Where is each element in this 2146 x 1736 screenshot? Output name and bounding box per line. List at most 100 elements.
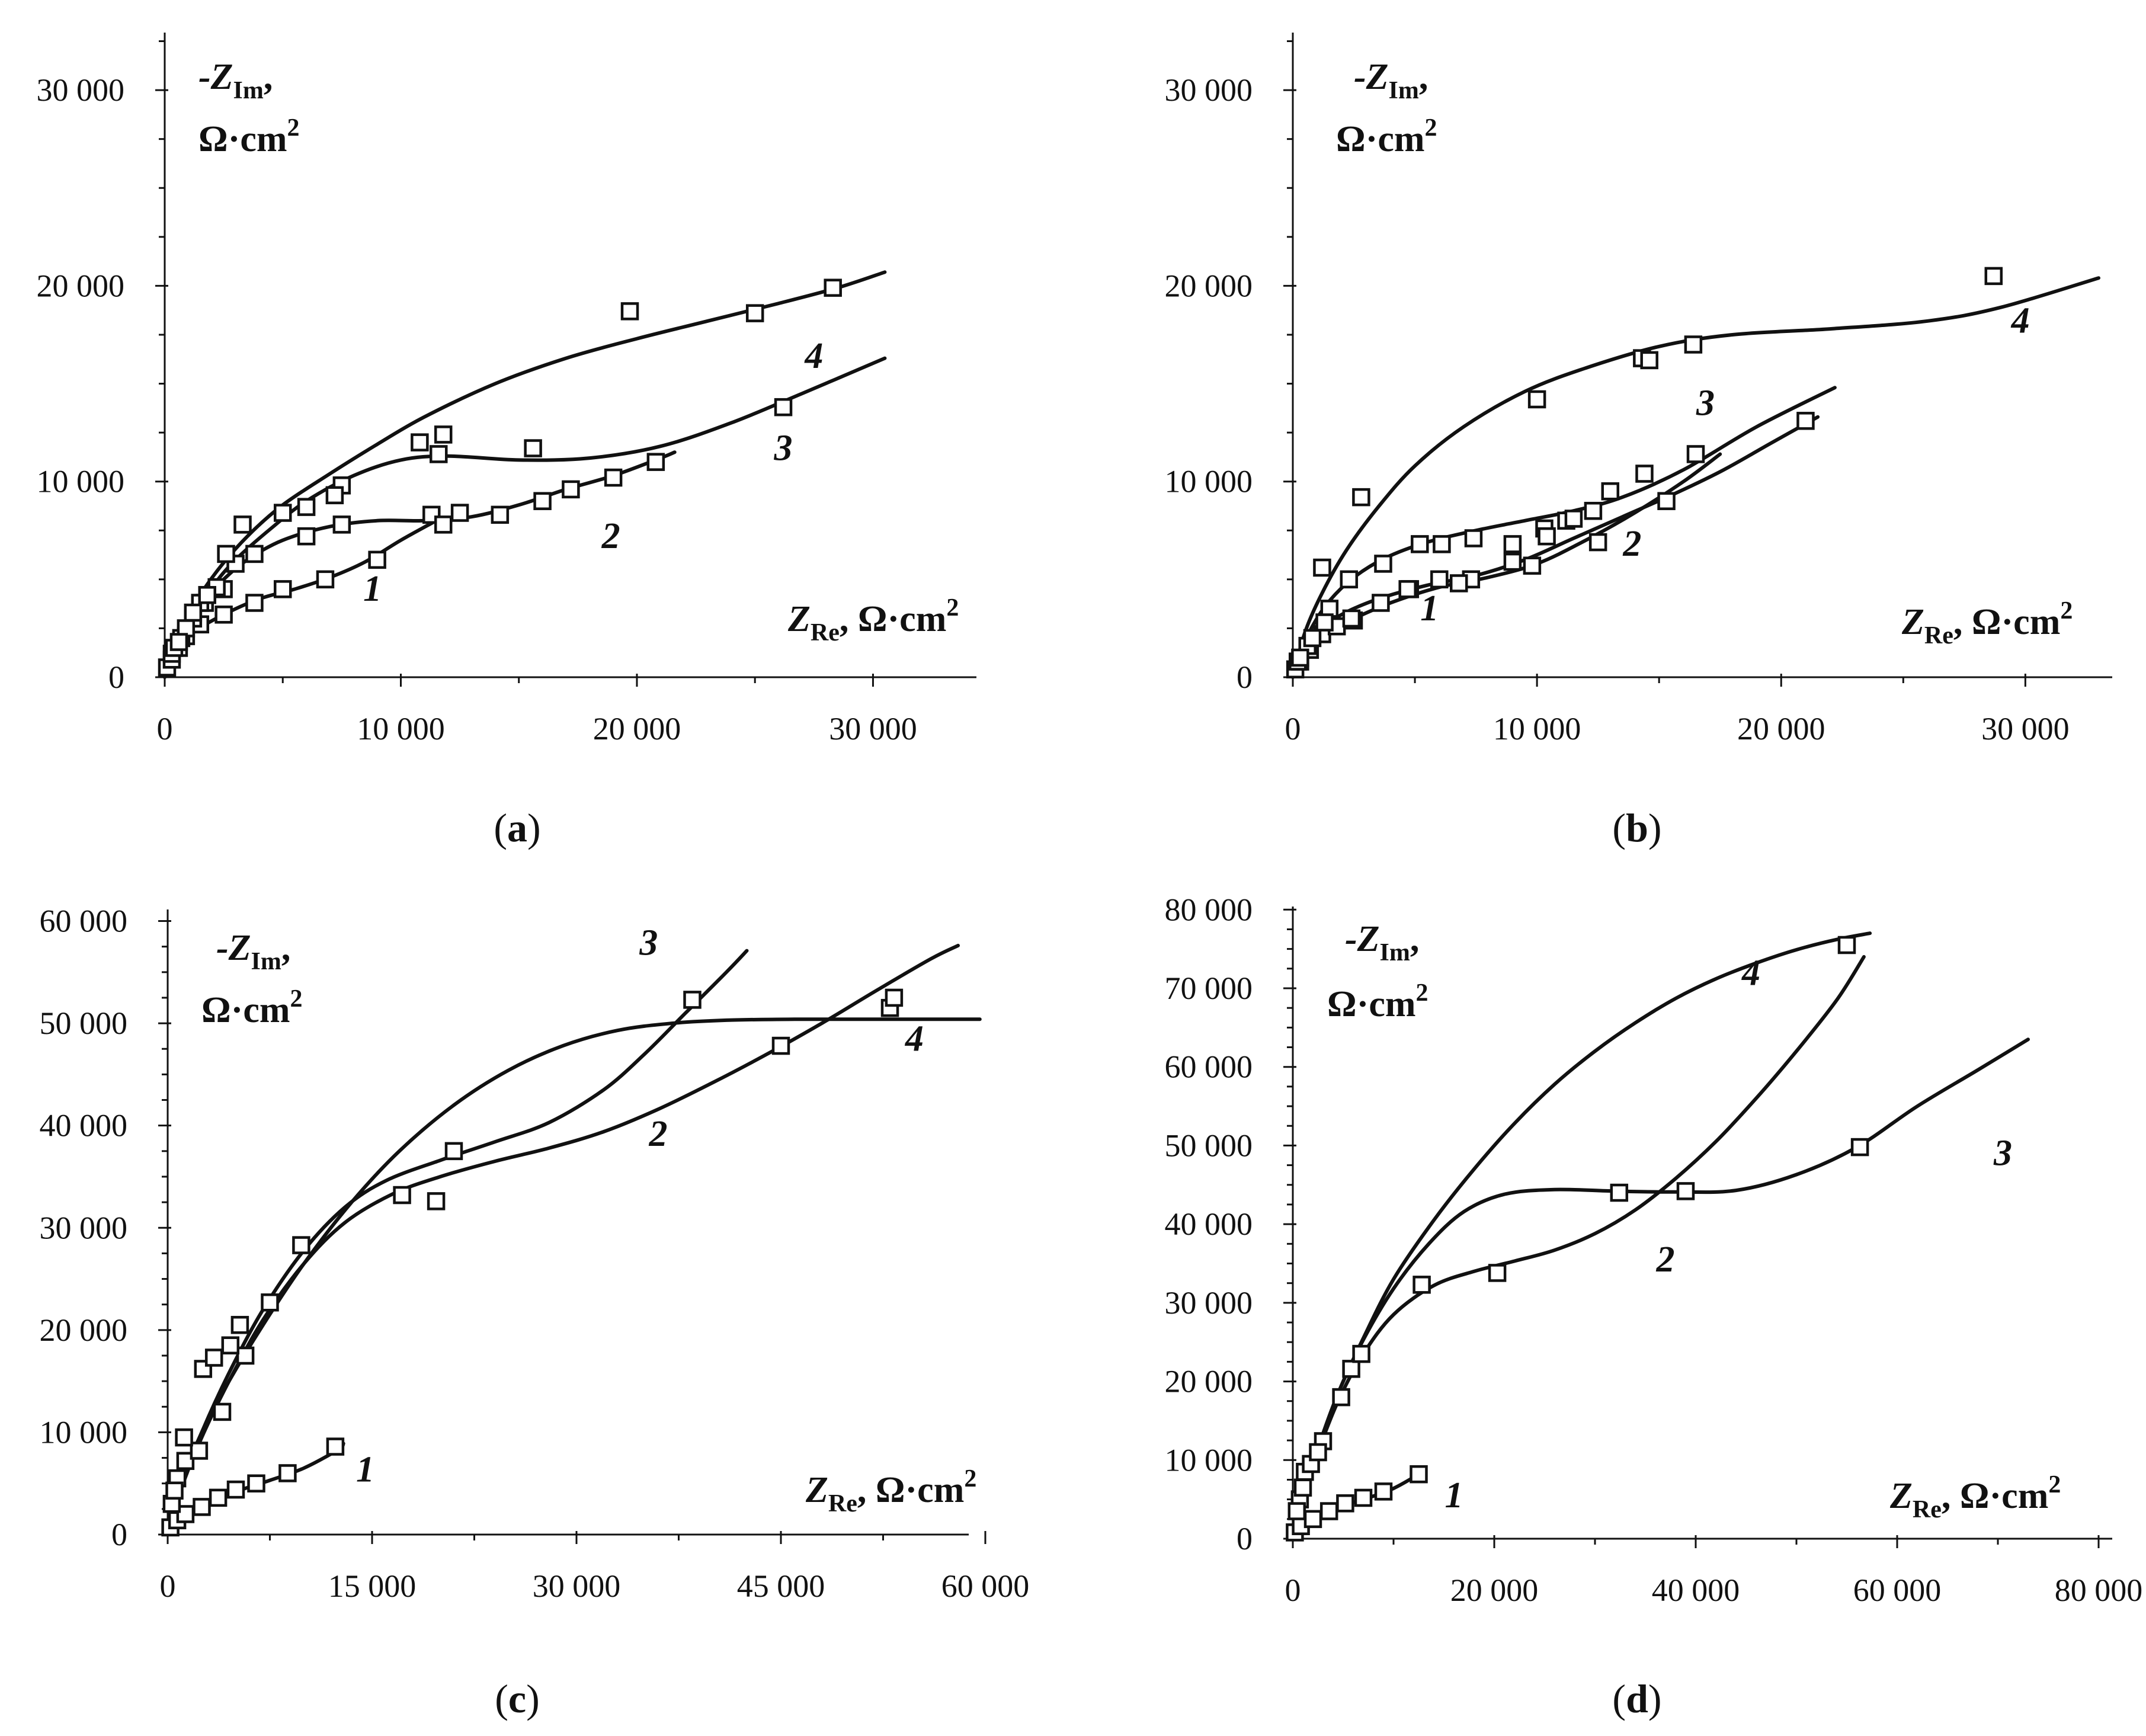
panel-a-data-markers bbox=[158, 278, 842, 677]
panel-a-curve-label-2: 2 bbox=[601, 516, 620, 556]
panel-d-curve-label-3: 3 bbox=[1993, 1133, 2012, 1174]
panel-c-series-2-marker bbox=[213, 1402, 232, 1421]
panel-a-y-tick-label: 30 000 bbox=[37, 72, 125, 108]
panel-d-y-axis-unit: Ω·cm2 bbox=[1327, 979, 1428, 1024]
panel-d-y-tick-label: 20 000 bbox=[1165, 1364, 1253, 1399]
panel-b-x-axis-title: ZRe, Ω·cm2 bbox=[1901, 597, 2073, 649]
panel-a-series-1-marker bbox=[245, 594, 264, 612]
panel-c-series-3-marker bbox=[175, 1428, 193, 1447]
panel-d-series-3-marker bbox=[1352, 1344, 1370, 1363]
panel-b-series-3-marker bbox=[1342, 609, 1361, 628]
panel-a-series-2-marker bbox=[491, 505, 510, 524]
panel-b-curve-label-4: 4 bbox=[2011, 301, 2030, 341]
panel-c-series-2-marker bbox=[393, 1186, 411, 1205]
panel-b-tick-labels: 0 10 000 20 000 30 000 0 10 000 20 000 30 000 bbox=[1165, 72, 2070, 747]
panel-c-curve-label-1: 1 bbox=[356, 1449, 374, 1490]
panel-d-series-1-marker bbox=[1336, 1494, 1354, 1513]
panel-a-series-4-marker bbox=[325, 486, 344, 505]
panel-c-series-2-marker bbox=[771, 1036, 790, 1055]
panel-c-curve-labels: 1 2 3 4 bbox=[356, 923, 924, 1490]
panel-c-curve-label-3: 3 bbox=[639, 923, 658, 963]
panel-b-series-2-marker bbox=[1503, 535, 1522, 553]
panel-c-fit-curve-3 bbox=[166, 949, 749, 1536]
panel-c-fit-curve-4 bbox=[166, 1017, 982, 1536]
panel-c-tick-labels: 0 10 000 20 000 30 000 40 000 50 000 60 000 0 15… bbox=[40, 904, 1030, 1604]
panel-d-y-tick-label: 50 000 bbox=[1165, 1128, 1253, 1163]
panel-a-y-axis-unit: Ω·cm2 bbox=[198, 114, 300, 159]
panel-c-series-2-marker bbox=[292, 1236, 310, 1254]
panel-a-series-4-marker bbox=[198, 586, 216, 604]
panel-d-curve-label-2: 2 bbox=[1656, 1239, 1675, 1280]
panel-a-series-2-marker bbox=[646, 453, 665, 471]
panel-b-series-4-marker bbox=[1527, 390, 1546, 409]
panel-a-series-2-marker bbox=[450, 504, 469, 522]
panel-b-axes bbox=[1283, 33, 2112, 687]
panel-d-y-tick-label: 0 bbox=[1237, 1521, 1253, 1556]
panel-b-series-2-marker bbox=[1635, 465, 1654, 483]
panel-a-series-2-marker bbox=[533, 492, 552, 510]
panel-b-y-tick-label: 10 000 bbox=[1165, 464, 1253, 499]
panel-b-x-tick-label: 0 bbox=[1285, 711, 1301, 747]
panel-a-series-4-marker bbox=[620, 302, 639, 321]
panel-a-x-tick-label: 30 000 bbox=[829, 711, 917, 747]
panel-b-series-2-marker bbox=[1464, 529, 1483, 547]
panel-d-x-axis-title: ZRe, Ω·cm2 bbox=[1889, 1471, 2061, 1523]
panel-a-series-4-marker bbox=[217, 544, 235, 563]
panel-c-x-tick-label: 0 bbox=[160, 1568, 176, 1604]
panel-a-x-tick-label: 10 000 bbox=[357, 711, 445, 747]
panel-d-x-tick-label: 80 000 bbox=[2055, 1572, 2143, 1608]
panel-d-y-tick-label: 70 000 bbox=[1165, 971, 1253, 1006]
panel-b-series-3-marker bbox=[1538, 527, 1556, 546]
panel-a-series-4-marker bbox=[233, 515, 252, 534]
panel-a-tick-labels: 0 10 000 20 000 30 000 0 10 000 20 000 30 000 bbox=[37, 72, 917, 747]
panel-b-series-3-marker bbox=[1503, 552, 1522, 571]
panel-d-series-1-marker bbox=[1374, 1482, 1393, 1501]
panel-a-series-1-marker bbox=[316, 570, 335, 589]
panel-b-y-tick-label: 0 bbox=[1237, 659, 1253, 695]
panel-b-series-1-marker bbox=[1372, 594, 1390, 612]
panel-d-label: (d) bbox=[1612, 1676, 1661, 1721]
panel-c-y-axis-unit: Ω·cm2 bbox=[201, 985, 303, 1030]
panel-c-series-3-marker bbox=[230, 1315, 249, 1334]
panel-a-label: (a) bbox=[494, 805, 540, 850]
panel-c-series-2-marker bbox=[236, 1346, 255, 1365]
panel-b-curve-label-1: 1 bbox=[1420, 588, 1439, 629]
panel-a-curve-label-1: 1 bbox=[363, 569, 382, 609]
panel-c-y-tick-label: 40 000 bbox=[40, 1108, 128, 1144]
panel-d-series-2-marker bbox=[1412, 1276, 1431, 1294]
panel-b-series-4-marker bbox=[1984, 267, 2003, 286]
panel-a-series-3-marker bbox=[774, 398, 793, 417]
panel-c-x-tick-label: 45 000 bbox=[737, 1568, 825, 1604]
panel-b-y-axis-unit: Ω·cm2 bbox=[1336, 114, 1437, 159]
panel-c-series-2-marker bbox=[190, 1442, 209, 1460]
panel-d-axes bbox=[1283, 907, 2112, 1548]
panel-b-series-1-marker bbox=[1588, 533, 1607, 552]
panel-a-x-axis-title: ZRe, Ω·cm2 bbox=[787, 594, 959, 646]
panel-a-series-4-marker bbox=[184, 603, 203, 622]
panel-a: 0 10 000 20 000 30 000 0 10 000 20 000 30 000 1… bbox=[37, 33, 976, 850]
panel-c-series-3-marker bbox=[221, 1336, 240, 1354]
panel-d-series-3-marker bbox=[1332, 1388, 1350, 1407]
panel-d-y-tick-label: 60 000 bbox=[1165, 1049, 1253, 1085]
panel-b-series-2-marker bbox=[1433, 535, 1451, 553]
panel-a-y-tick-label: 20 000 bbox=[37, 268, 125, 303]
panel-a-series-3-marker bbox=[273, 504, 292, 522]
panel-b-series-2-marker bbox=[1411, 535, 1429, 553]
panel-d-curve-labels: 1 2 3 4 bbox=[1445, 953, 2013, 1516]
panel-a-y-axis-title: -ZIm, bbox=[198, 57, 273, 104]
panel-a-series-2-marker bbox=[332, 515, 351, 534]
panel-c-series-4-marker bbox=[885, 988, 904, 1007]
panel-a-curve-label-3: 3 bbox=[774, 428, 793, 468]
panel-a-series-3-marker bbox=[297, 498, 316, 516]
panel-a-series-4-marker bbox=[824, 278, 842, 297]
panel-a-y-tick-label: 10 000 bbox=[37, 464, 125, 499]
panel-a-y-tick-label: 0 bbox=[108, 659, 124, 695]
panel-b-series-4-marker bbox=[1313, 558, 1331, 577]
panel-a-series-4-marker bbox=[745, 304, 764, 322]
panel-c-series-3-marker bbox=[261, 1293, 279, 1312]
panel-b-series-3-marker bbox=[1398, 580, 1417, 598]
panel-c-series-2-marker bbox=[427, 1192, 446, 1210]
panel-a-series-2-marker bbox=[604, 468, 623, 487]
panel-b-label: (b) bbox=[1612, 805, 1661, 850]
